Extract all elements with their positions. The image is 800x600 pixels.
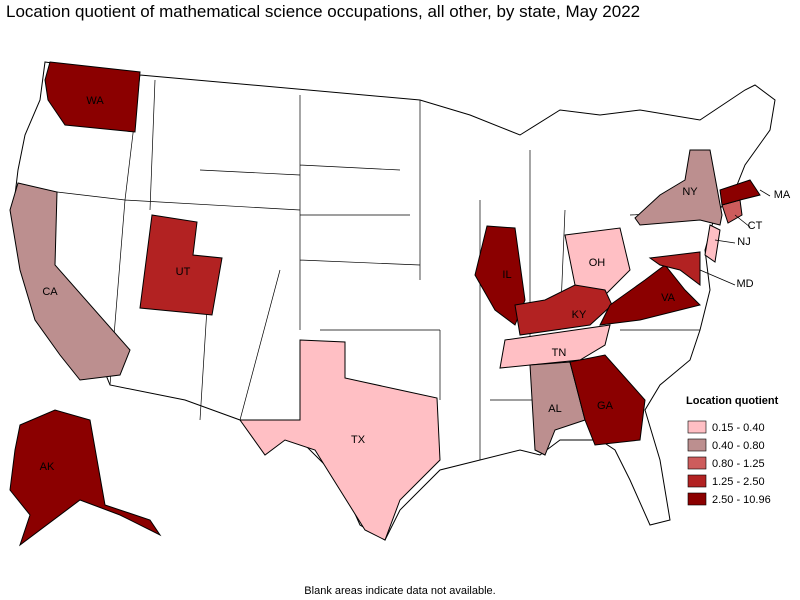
- leader-lines: [699, 189, 771, 286]
- state-shape: [499, 324, 611, 369]
- state-label: NY: [682, 186, 698, 198]
- state-label: NJ: [737, 236, 750, 248]
- legend: 0.15 - 0.40 0.40 - 0.80 0.80 - 1.25 1.25 - …: [687, 420, 771, 506]
- state-shape: [139, 214, 223, 316]
- state-label: VA: [661, 292, 676, 304]
- state-shape: [239, 339, 441, 541]
- state-label: AL: [548, 403, 561, 415]
- state-shape: [719, 179, 761, 206]
- legend-swatch: [687, 456, 707, 470]
- legend-label: 1.25 - 2.50: [712, 476, 765, 488]
- state-label: KY: [572, 309, 587, 321]
- legend-label: 0.40 - 0.80: [712, 440, 765, 452]
- legend-swatch: [687, 492, 707, 506]
- state-label: CT: [748, 220, 763, 232]
- state-shape: [648, 251, 701, 286]
- footnote: Blank areas indicate data not available.: [304, 585, 495, 597]
- legend-label: 0.15 - 0.40: [712, 422, 765, 434]
- state-shape: [634, 149, 723, 226]
- state-shape: [599, 264, 701, 326]
- legend-swatch: [687, 420, 707, 434]
- state-shape: [569, 354, 646, 446]
- state-label: UT: [176, 266, 191, 278]
- state-label: MA: [774, 189, 791, 201]
- state-shape: [704, 224, 721, 263]
- legend-title: Location quotient: [686, 395, 779, 407]
- state-label: GA: [597, 400, 614, 412]
- state-label: TX: [351, 434, 366, 446]
- state-shape: [514, 284, 613, 336]
- legend-swatch: [687, 474, 707, 488]
- state-shape: [474, 225, 526, 326]
- state-label: AK: [40, 461, 55, 473]
- state-label: OH: [589, 257, 606, 269]
- state-label: TN: [552, 347, 567, 359]
- state-labels: WA CA UT TX IL OH KY TN AL GA VA MD NY N…: [40, 95, 791, 473]
- state-label: CA: [42, 286, 58, 298]
- state-label: MD: [736, 278, 753, 290]
- title: Location quotient of mathematical scienc…: [6, 2, 640, 21]
- legend-label: 0.80 - 1.25: [712, 458, 765, 470]
- legend-swatch: [687, 438, 707, 452]
- state-shape: [9, 182, 131, 381]
- state-label: IL: [502, 269, 511, 281]
- legend-label: 2.50 - 10.96: [712, 494, 771, 506]
- state-shape: [44, 61, 141, 133]
- state-label: WA: [86, 95, 104, 107]
- state-shape: [9, 409, 162, 547]
- state-shape: [564, 227, 631, 296]
